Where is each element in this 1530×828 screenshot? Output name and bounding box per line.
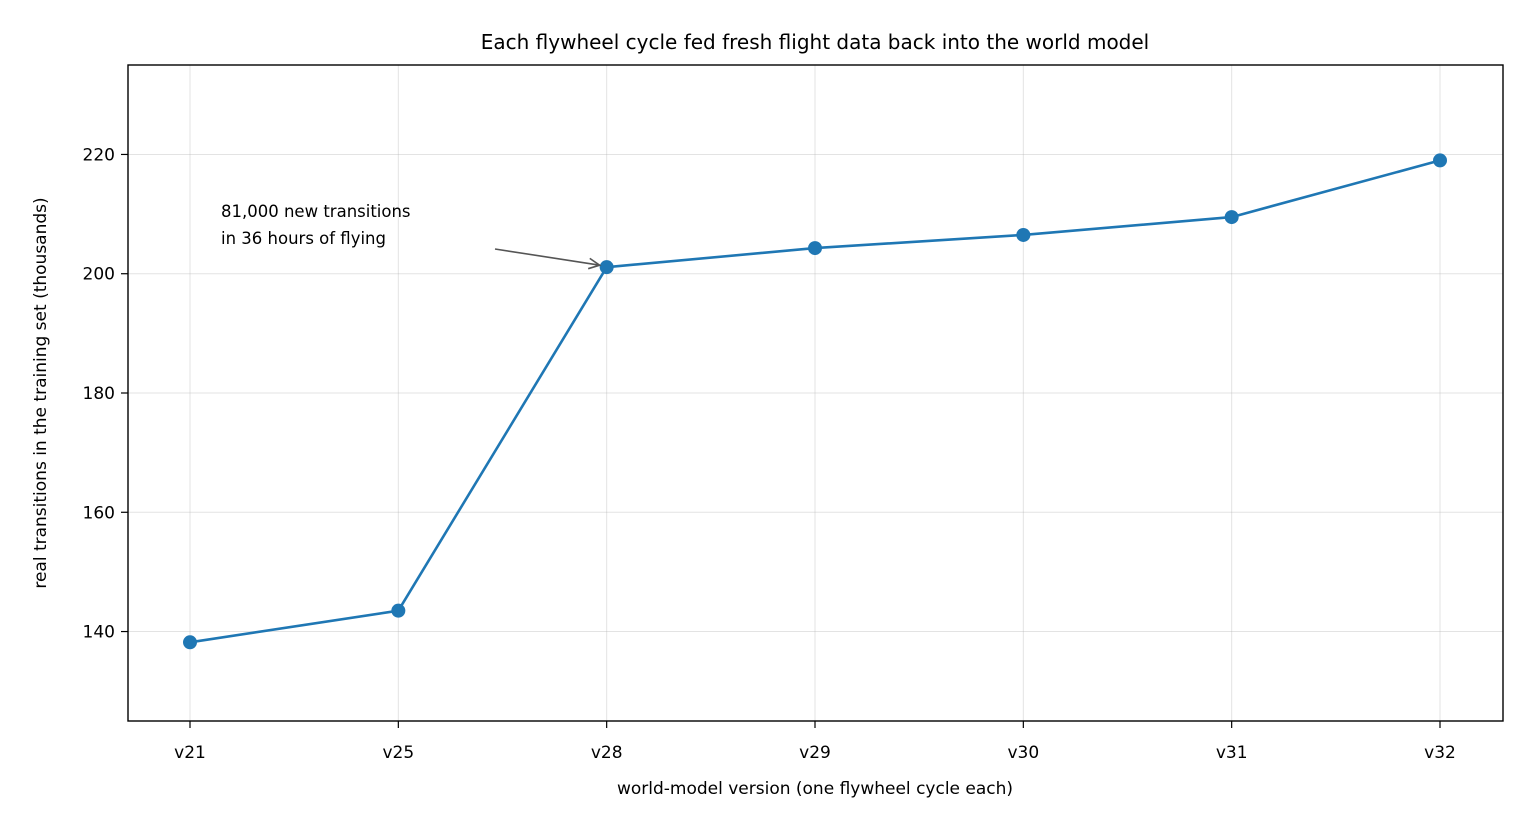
data-point	[183, 635, 197, 650]
x-tick-label: v30	[1007, 743, 1039, 763]
grid	[128, 65, 1503, 721]
x-tick-label: v31	[1216, 743, 1248, 763]
x-tick-label: v32	[1424, 743, 1456, 763]
data-point	[391, 603, 406, 618]
y-tick-label: 160	[83, 503, 115, 523]
x-tick-label: v29	[799, 743, 831, 763]
data-point	[808, 241, 822, 256]
annotation-text: 81,000 new transitions	[221, 202, 411, 221]
data-point	[1224, 210, 1239, 225]
plot-series	[183, 153, 1447, 650]
y-tick-label: 140	[83, 623, 115, 643]
data-point	[599, 260, 614, 275]
x-tick-label: v28	[591, 743, 623, 763]
x-tick-label: v25	[382, 743, 414, 763]
annotation-arrow	[494, 248, 600, 266]
x-tick-label: v21	[174, 743, 206, 763]
x-axis: v21 v25 v28 v29 v30 v31 v32	[174, 721, 1456, 763]
y-axis-label: real transitions in the training set (th…	[31, 197, 51, 588]
annotation-text: in 36 hours of flying	[221, 229, 386, 248]
y-axis: 140 160 180 200 220	[83, 145, 128, 643]
data-point	[1016, 227, 1031, 242]
chart-title: Each flywheel cycle fed fresh flight dat…	[481, 30, 1150, 54]
y-tick-label: 200	[83, 265, 115, 285]
annotation-arrowhead	[587, 257, 602, 270]
y-tick-label: 180	[83, 384, 115, 404]
y-tick-label: 220	[83, 145, 115, 165]
annotation: 81,000 new transitions in 36 hours of fly…	[221, 202, 602, 270]
data-point	[1433, 153, 1447, 168]
x-axis-label: world-model version (one flywheel cycle …	[617, 779, 1013, 799]
